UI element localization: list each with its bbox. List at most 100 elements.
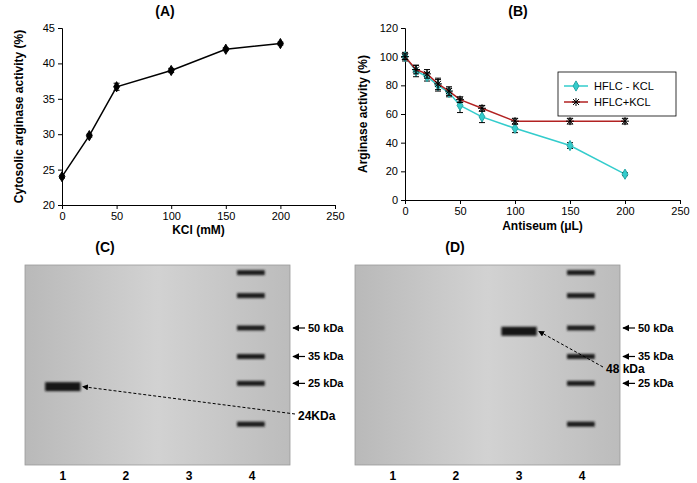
ladder-band [567,325,595,330]
membrane [355,265,620,465]
y-tick: 20 [43,199,62,211]
marker-label: 50 kDa [638,322,674,334]
lane-tick: 4 [249,469,256,483]
x-tick: 50 [454,200,466,217]
lane-axis: 1 2 3 4 [60,469,256,483]
marker-arrow [293,356,305,357]
ladder-band [237,422,265,427]
lane-label: 2 [453,469,460,483]
lane-label: 4 [579,469,586,483]
band-label: 24KDa [298,409,336,423]
ladder-band [567,293,595,298]
data-point [401,53,409,61]
x-tick-label: 250 [671,205,689,217]
y-tick-label: 25 [43,164,55,176]
y-tick: 25 [43,164,62,176]
x-tick: 250 [671,200,689,217]
y-axis: 020406080100120 [380,22,406,206]
lane-label: 1 [60,469,67,483]
data-point [456,96,464,104]
marker-arrow [623,327,635,328]
data-point [566,117,574,125]
data-point [479,112,485,122]
y-tick-mark [58,134,62,135]
y-tick-mark [58,99,62,100]
data-point [622,169,628,179]
data-point [621,117,629,125]
ladder-band [237,293,265,298]
x-axis-line [406,201,681,205]
figure: 0 50 100 150 200 250 20 25 30 35 40 45 KCl (mM) Cytos… [0,0,697,483]
y-tick-label: 40 [43,57,55,69]
lane-tick: 3 [516,469,523,483]
y-tick-label: 80 [386,79,398,91]
error-bar [512,124,518,133]
x-tick-label: 0 [59,210,65,222]
x-axis-title: Antiseum (μL) [502,219,583,233]
y-axis-title: Arginase activity (%) [356,55,370,173]
membrane [25,265,290,465]
lane-label: 3 [186,469,193,483]
x-tick-mark [280,205,281,209]
y-tick: 45 [43,22,62,34]
data-point [445,87,453,95]
x-tick-label: 100 [506,205,524,217]
y-tick-mark [401,143,405,144]
y-tick-label: 20 [386,165,398,177]
x-tick-label: 150 [561,205,579,217]
marker-label: 50 kDa [308,322,344,334]
y-tick-label: 30 [43,128,55,140]
data-point [412,66,420,74]
error-bar [413,65,419,76]
x-tick-mark [117,205,118,209]
x-tick-mark [460,200,461,204]
x-axis-title: KCl (mM) [172,223,225,237]
x-tick-mark [226,205,227,209]
lane-label: 3 [516,469,523,483]
x-tick-label: 150 [217,210,235,222]
y-tick: 40 [43,57,62,69]
lane-label: 2 [123,469,130,483]
legend-label: HFLC - KCL [594,80,654,92]
x-tick: 250 [326,205,344,222]
ladder-band [237,270,265,275]
lane-axis: 1 2 3 4 [390,469,586,483]
y-tick: 60 [386,108,405,120]
protein-band [501,327,536,336]
legend: HFLC - KCLHFLC+KCL [558,72,676,116]
data-point [168,65,174,75]
data-point [567,140,573,150]
y-tick-mark [58,63,62,64]
marker-label: 25 kDa [638,377,674,389]
data-point [511,117,519,125]
ladder-band [237,354,265,359]
data-point [478,104,486,112]
error-bar [424,70,430,79]
error-bar [435,78,441,89]
ladder-band [237,381,265,386]
y-axis-title: Cytosolic arginase activity (%) [12,30,26,203]
annotation-arrow [539,331,603,367]
x-tick-label: 250 [326,210,344,222]
x-tick-label: 200 [616,205,634,217]
lane-tick: 1 [390,469,397,483]
x-tick-mark [335,205,336,209]
y-tick: 20 [386,165,405,177]
y-tick: 35 [43,93,62,105]
panel: 050100150200250020406080100120Antiseum (… [356,3,690,233]
panel-title: (C) [95,239,114,255]
lane-tick: 4 [579,469,586,483]
data-point [59,172,65,182]
panel: 050100150200250202530354045KCl (mM)Cytos… [12,3,345,237]
panel: 123450 kDa35 kDa25 kDa48 kDa(D) [355,239,674,483]
ladder-band [567,422,595,427]
legend-marker [572,98,580,106]
y-tick: 80 [386,79,405,91]
x-tick: 200 [616,200,634,217]
band-label: 48 kDa [606,362,645,376]
y-tick-label: 60 [386,108,398,120]
error-bar [413,65,419,74]
y-tick: 30 [43,128,62,140]
panel-title: (D) [445,239,464,255]
y-tick: 120 [380,22,405,34]
